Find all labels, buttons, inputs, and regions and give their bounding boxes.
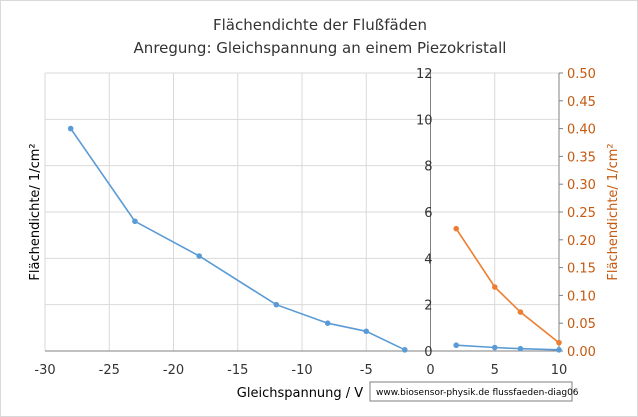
y-tick-label-left: 12 bbox=[416, 67, 433, 82]
chart-title: Flächendichte der Flußfäden bbox=[213, 16, 427, 34]
y-tick-label-right: 0.00 bbox=[567, 345, 596, 360]
data-point bbox=[67, 125, 74, 132]
data-point bbox=[517, 345, 524, 352]
data-point bbox=[517, 309, 524, 315]
data-point bbox=[453, 342, 460, 349]
y-tick-label-left: 10 bbox=[416, 113, 433, 128]
data-point bbox=[273, 301, 280, 308]
y-tick-label-left: 0 bbox=[424, 345, 432, 360]
y-axis-right-title: Flächendichte/ 1/cm² bbox=[606, 143, 621, 280]
x-tick-label: -20 bbox=[163, 363, 184, 378]
data-point bbox=[196, 253, 202, 259]
chart-subtitle: Anregung: Gleichspannung an einem Piezok… bbox=[134, 39, 507, 57]
data-point bbox=[556, 339, 562, 346]
watermark-text: www.biosensor-physik.de flussfaeden-diag… bbox=[376, 388, 579, 398]
y-tick-label-right: 0.20 bbox=[567, 234, 596, 249]
x-tick-label: -10 bbox=[291, 363, 312, 378]
x-axis-title: Gleichspannung / V bbox=[237, 386, 364, 401]
x-tick-label: -25 bbox=[99, 363, 120, 378]
x-tick-label: -30 bbox=[34, 363, 55, 378]
y-tick-label-right: 0.25 bbox=[567, 206, 596, 221]
data-series bbox=[67, 125, 562, 353]
series-line bbox=[456, 344, 560, 351]
x-tick-label: 0 bbox=[426, 363, 434, 378]
data-point bbox=[491, 344, 498, 351]
y-tick-label-right: 0.45 bbox=[567, 95, 596, 110]
x-tick-label: 5 bbox=[491, 363, 499, 378]
y-tick-label-right: 0.15 bbox=[567, 262, 596, 277]
y-tick-label-right: 0.40 bbox=[567, 123, 596, 138]
y-tick-label-right: 0.10 bbox=[567, 289, 596, 304]
y-tick-label-right: 0.35 bbox=[567, 150, 596, 165]
data-point bbox=[556, 347, 562, 353]
y-axis-left-title: Flächendichte/ 1/cm² bbox=[28, 143, 43, 280]
data-point bbox=[453, 225, 460, 232]
watermark-box bbox=[369, 381, 573, 402]
data-point bbox=[402, 347, 408, 353]
y-tick-label-left: 6 bbox=[424, 206, 432, 221]
y-tick-label-left: 2 bbox=[424, 299, 432, 314]
y-tick-label-right: 0.30 bbox=[567, 178, 596, 193]
data-point bbox=[324, 320, 331, 327]
x-tick-label: -5 bbox=[360, 363, 373, 378]
axes bbox=[45, 72, 563, 352]
data-point bbox=[363, 328, 370, 335]
series-line bbox=[455, 228, 560, 344]
data-point bbox=[132, 218, 138, 225]
y-tick-label-right: 0.05 bbox=[567, 317, 596, 332]
tick-labels: -30 -25 -20 -15 -10 -5 0 5 10 0 2 4 6 8 10 12 0.00 0.05 0.… bbox=[34, 67, 596, 378]
y-tick-label-left: 4 bbox=[424, 252, 432, 267]
y-tick-label-left: 8 bbox=[424, 160, 432, 175]
data-point bbox=[491, 284, 498, 290]
y-tick-label-right: 0.50 bbox=[567, 67, 596, 82]
x-tick-label: 10 bbox=[551, 363, 568, 378]
x-tick-label: -15 bbox=[227, 363, 248, 378]
